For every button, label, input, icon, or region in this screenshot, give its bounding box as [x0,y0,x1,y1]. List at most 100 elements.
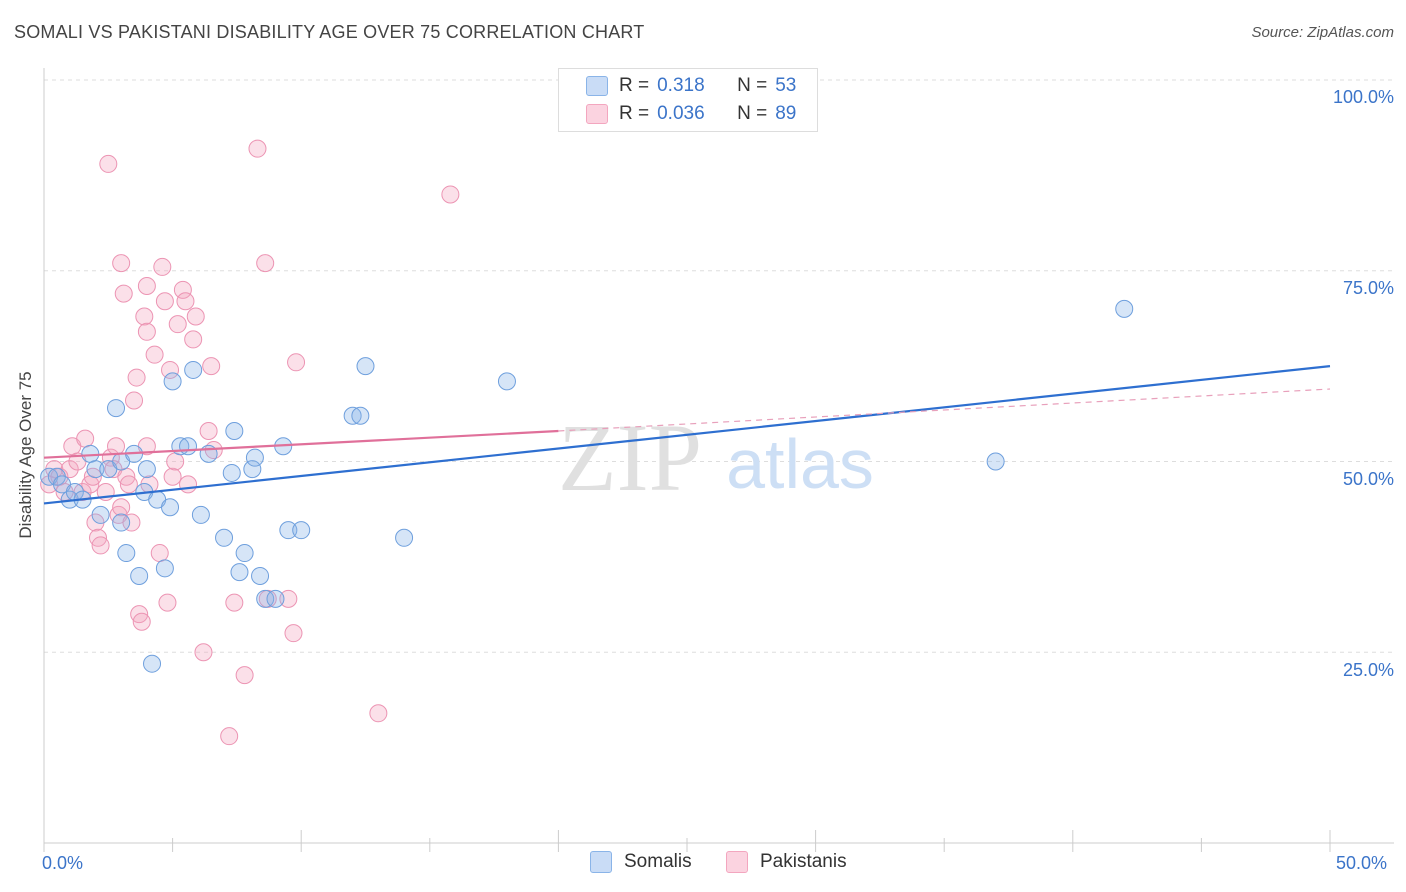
pakistanis-legend-swatch [726,851,748,873]
pakistanis-point [168,315,187,334]
pakistanis-point [122,513,141,532]
legend-r-pakistanis: 0.036 [657,103,705,124]
somalis-point [356,357,375,376]
pakistanis-legend-label: Pakistanis [760,851,847,872]
somalis-point [184,360,203,379]
pakistanis-point [137,277,156,296]
pakistanis-point [112,498,131,517]
pakistanis-point [176,292,195,311]
pakistanis-point [135,307,154,326]
pakistanis-point [220,727,239,746]
correlation-legend: R = 0.318 N = 53 R = 0.036 N = 89 [558,68,818,132]
watermark-atlas: atlas [726,425,874,503]
pakistanis-point [119,475,138,494]
pakistanis-point [166,452,185,471]
pakistanis-point [186,307,205,326]
pakistanis-point [441,185,460,204]
somalis-point [155,559,174,578]
pakistanis-point [179,475,198,494]
somalis-point [343,406,362,425]
somalis-trend-line [43,365,1331,505]
somalis-point [179,437,198,456]
pakistanis-point [99,154,118,173]
y-tick-25: 25.0% [1342,660,1394,680]
pakistanis-point [225,593,244,612]
pakistanis-point [284,624,303,643]
legend-r-label: R = [619,103,650,124]
watermark-zip: ZIP [558,404,702,511]
legend-r-somalis: 0.318 [657,75,705,96]
pakistanis-trend-extension [558,388,1331,432]
legend-row-somalis: R = 0.318 N = 53 [586,72,797,100]
somalis-legend-label: Somalis [624,851,692,872]
pakistanis-point [202,357,221,376]
somalis-point [292,521,311,540]
chart-title: SOMALI VS PAKISTANI DISABILITY AGE OVER … [14,22,645,42]
pakistanis-point [107,437,126,456]
somalis-point [81,444,100,463]
somalis-point [163,372,182,391]
somalis-point [256,589,275,608]
somalis-point [395,528,414,547]
trend-lines [43,365,1331,505]
pakistanis-point [199,421,218,440]
legend-row-pakistanis: R = 0.036 N = 89 [586,100,797,128]
somalis-point [225,421,244,440]
somalis-point [235,544,254,563]
somalis-legend-swatch [590,851,612,873]
somalis-point [351,406,370,425]
somalis-point [245,448,264,467]
pakistanis-point [279,589,298,608]
pakistanis-point [153,257,172,276]
pakistanis-point [91,536,110,555]
pakistanis-point [132,612,151,631]
pakistanis-point [248,139,267,158]
somalis-point [130,566,149,585]
legend-n-pakistanis: 89 [775,103,797,124]
somalis-point [279,521,298,540]
legend-n-label: N = [737,75,768,96]
y-tick-75: 75.0% [1342,278,1394,298]
somalis-point [161,498,180,517]
pakistanis-point [194,643,213,662]
somalis-point [86,460,105,479]
somalis-point [137,460,156,479]
legend-n-label: N = [737,103,768,124]
somalis-point [266,589,285,608]
pakistanis-point [369,704,388,723]
y-tick-100: 100.0% [1332,87,1394,107]
pakistanis-point [76,429,95,448]
pakistanis-point [137,322,156,341]
pakistanis-point [173,280,192,299]
somalis-point [986,452,1005,471]
y-axis-label: Disability Age Over 75 [16,371,35,539]
pakistanis-point [161,360,180,379]
legend-r-label: R = [619,75,650,96]
somalis-points [40,299,1134,673]
somalis-point [143,654,162,673]
pakistanis-point [150,544,169,563]
watermark: ZIP atlas [558,404,874,511]
x-tick-max: 50.0% [1336,853,1388,873]
pakistanis-point [158,593,177,612]
somalis-point [107,399,126,418]
axes [43,68,1394,852]
pakistanis-point [125,391,144,410]
somalis-point [1115,299,1134,318]
somalis-point [230,563,249,582]
pakistanis-point [184,330,203,349]
legend-n-somalis: 53 [775,75,797,96]
bottom-legend-somalis: Somalis [590,851,692,873]
pakistanis-point [127,368,146,387]
gridlines [44,79,1394,653]
pakistanis-trend-line [43,429,559,459]
pakistanis-point [155,292,174,311]
pakistanis-point [287,353,306,372]
pakistanis-point [256,254,275,273]
pakistanis-swatch [586,104,608,124]
pakistanis-point [145,345,164,364]
y-tick-50: 50.0% [1342,469,1394,489]
somalis-point [191,505,210,524]
somalis-point [243,460,262,479]
bottom-legend-pakistanis: Pakistanis [726,851,847,873]
